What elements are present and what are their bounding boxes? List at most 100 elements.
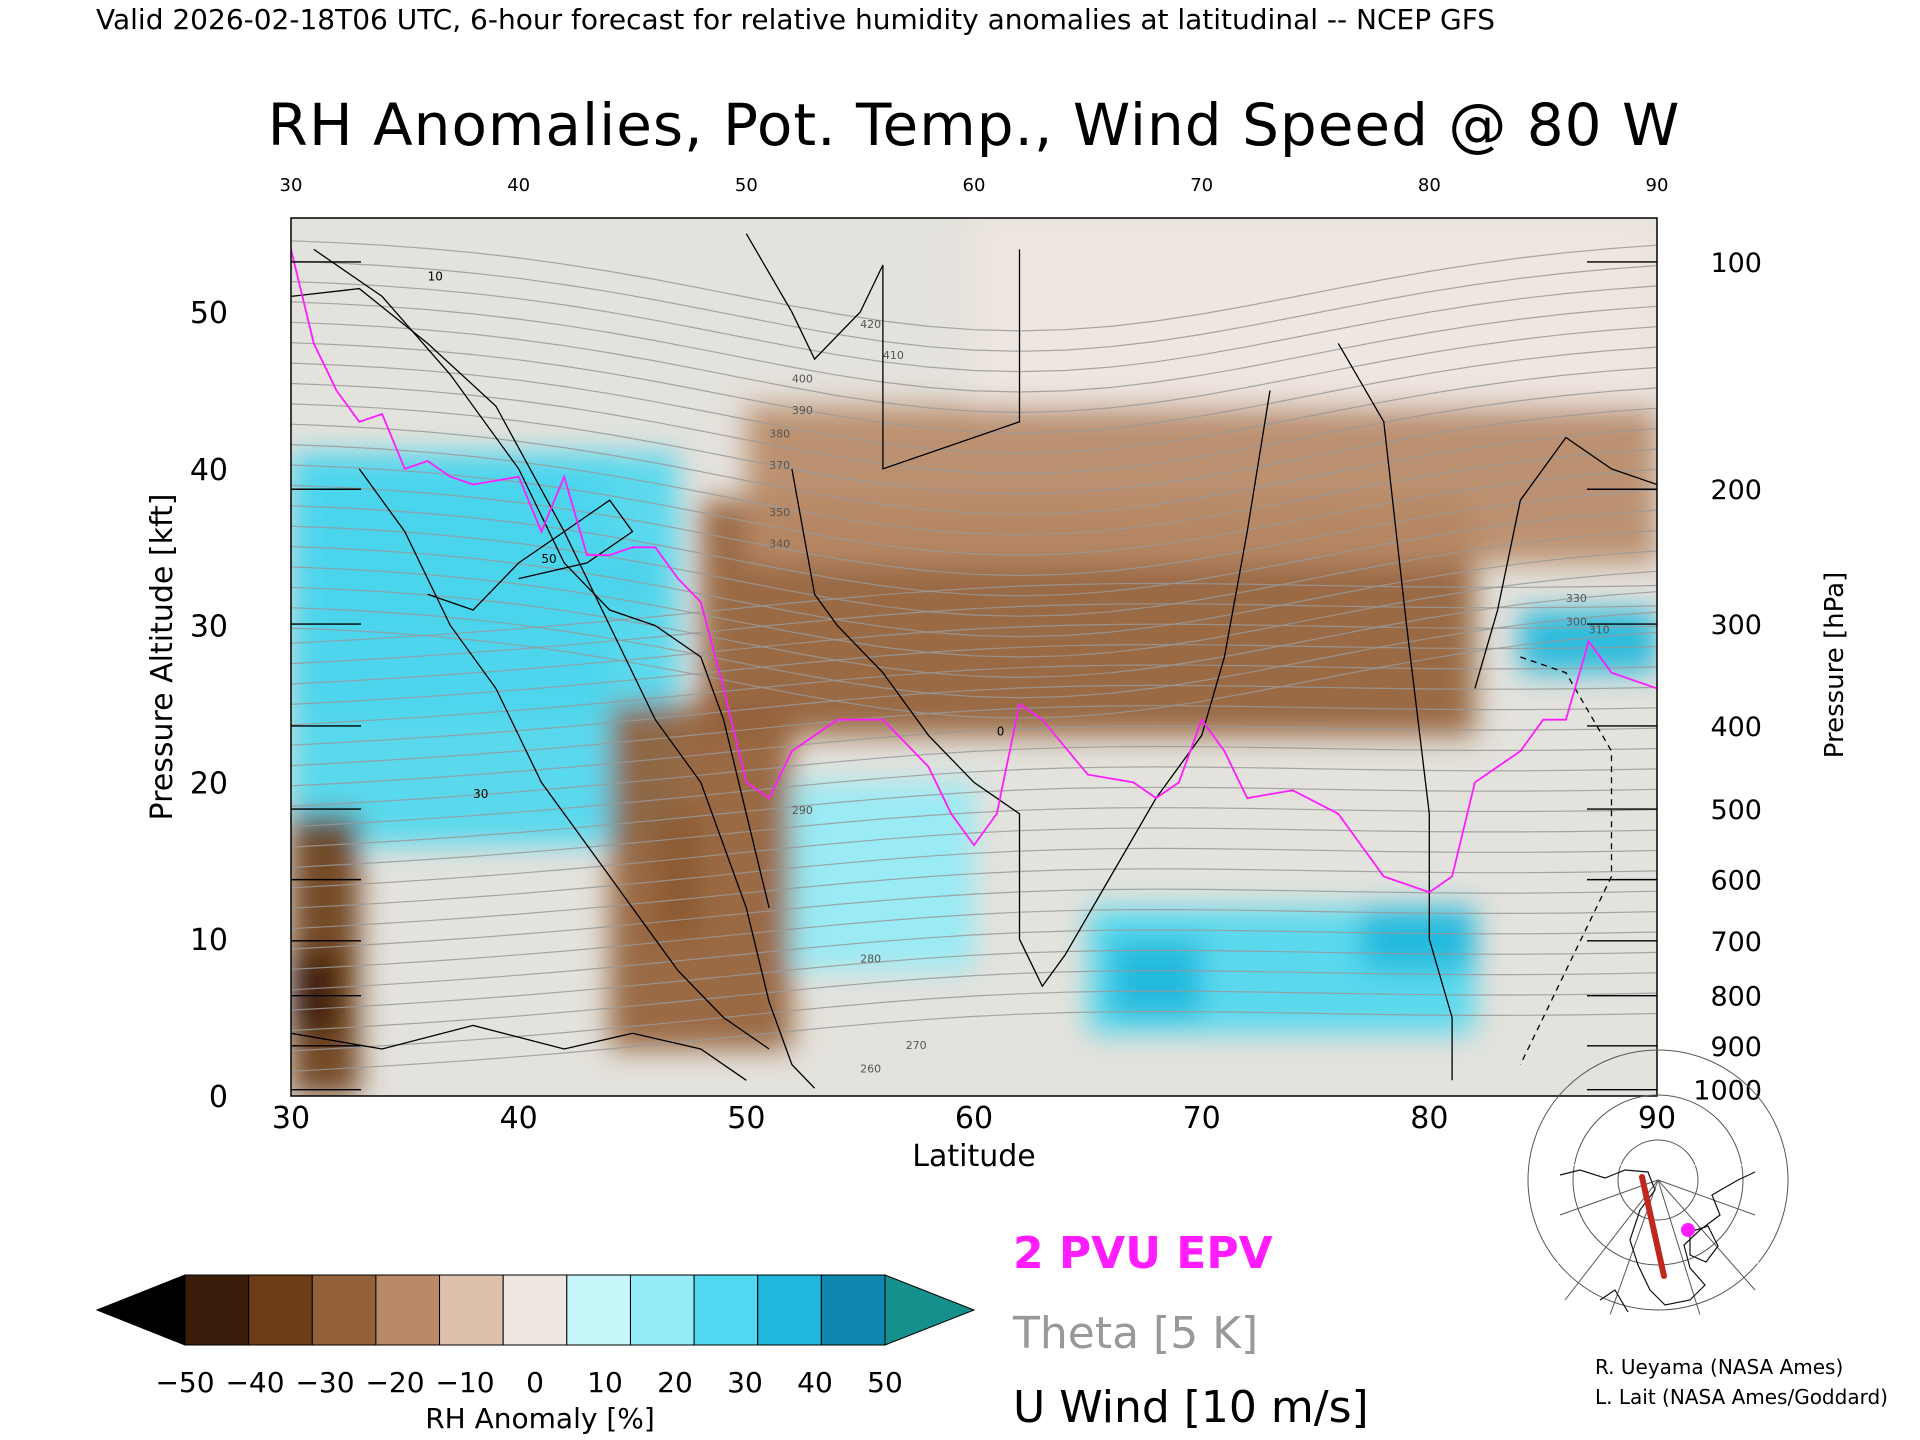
wind-label: 50	[541, 552, 556, 566]
rh-patch	[1110, 939, 1202, 1018]
x-axis-label: Latitude	[912, 1139, 1035, 1174]
colorbar-high-arrow	[884, 1274, 976, 1346]
theta-line	[291, 643, 1657, 705]
wind-line	[1474, 436, 1657, 689]
colorbar-swatch	[311, 1274, 377, 1346]
colorbar-tick-label: 10	[587, 1366, 623, 1399]
x-tick-label: 80	[1410, 1101, 1448, 1136]
theta-line	[291, 566, 1657, 658]
theta-label: 390	[792, 404, 813, 417]
location-marker	[1681, 1223, 1695, 1237]
colorbar-swatch	[566, 1274, 631, 1346]
theta-label: 380	[769, 428, 790, 441]
wind-line-dashed	[1519, 656, 1613, 1065]
pressure-tick-label: 1000	[1693, 1076, 1762, 1107]
colorbar-swatch	[439, 1274, 504, 1346]
theta-line	[291, 260, 1657, 352]
colorbar-swatch	[757, 1274, 822, 1346]
x-tick-label: 30	[272, 1101, 310, 1136]
wind-line	[427, 499, 634, 611]
wind-label: 30	[473, 787, 488, 801]
pressure-tick-label: 700	[1710, 927, 1762, 958]
y-tick-label: 30	[190, 610, 228, 645]
theta-line	[291, 725, 1657, 787]
y-tick-label: 10	[190, 923, 228, 958]
colorbar-tick-label: 50	[867, 1366, 903, 1399]
theta-line	[291, 342, 1657, 434]
x-tick-label: 60	[955, 1101, 993, 1136]
y-axis-label: Pressure Altitude [kft]	[145, 494, 180, 821]
colorbar-tick-label: −20	[365, 1366, 424, 1399]
theta-line	[291, 525, 1657, 617]
theta-line	[291, 1010, 1657, 1072]
colorbar-tick-label: 20	[657, 1366, 693, 1399]
colorbar-swatch	[375, 1274, 441, 1346]
theta-label: 330	[1566, 592, 1587, 605]
theta-label: 310	[1589, 623, 1610, 636]
theta-label: 370	[769, 459, 790, 472]
theta-label: 290	[792, 804, 813, 817]
rh-patch	[291, 813, 360, 1096]
pressure-tick-label: 200	[1710, 475, 1762, 506]
colorbar-tick-label: −30	[295, 1366, 354, 1399]
theta-label: 270	[906, 1039, 927, 1052]
colorbar-tick-label: 0	[526, 1366, 544, 1399]
y-tick-label: 20	[190, 766, 228, 801]
pressure-tick-label: 900	[1710, 1032, 1762, 1063]
theta-line	[291, 281, 1657, 373]
rh-patch	[1361, 907, 1475, 971]
theta-line	[291, 684, 1657, 746]
location-map-inset	[1527, 1049, 1789, 1316]
credit-line-1: R. Ueyama (NASA Ames)	[1595, 1355, 1843, 1379]
wind-line	[791, 390, 1271, 988]
theta-line	[291, 484, 1657, 577]
x-tick-label: 90	[1638, 1101, 1676, 1136]
credit-line-2: L. Lait (NASA Ames/Goddard)	[1595, 1385, 1888, 1409]
map-graticule	[1527, 1049, 1789, 1316]
theta-label: 350	[769, 506, 790, 519]
theta-line	[291, 444, 1657, 536]
theta-line	[291, 664, 1657, 726]
y-axis-right: 100 200 300 400 500 600 700 800 900 1000	[1693, 248, 1762, 1107]
y-tick-label: 0	[209, 1080, 228, 1115]
valid-time-header: Valid 2026-02-18T06 UTC, 6-hour forecast…	[96, 3, 1495, 36]
theta-line	[291, 627, 1657, 719]
x-axis-top: 30 40 50 60 70 80 90	[280, 175, 1669, 196]
theta-label: 410	[883, 349, 904, 362]
x-tick-label: 50	[727, 1101, 765, 1136]
theta-line	[291, 582, 1657, 644]
rh-patch	[791, 782, 974, 971]
pv-contour	[291, 249, 1657, 894]
x-tick-label: 70	[1183, 1101, 1221, 1136]
colorbar-swatch	[248, 1274, 313, 1346]
map-coastlines	[1559, 1169, 1756, 1313]
theta-label: 260	[860, 1062, 881, 1075]
x-top-tick-label: 40	[507, 175, 530, 196]
colorbar-tick-label: −10	[435, 1366, 494, 1399]
x-tick-label: 40	[500, 1101, 538, 1136]
y-tick-label: 50	[190, 296, 228, 331]
theta-line	[291, 403, 1657, 495]
theta-line	[291, 745, 1657, 807]
transect-line	[1639, 1174, 1667, 1279]
legend-wind: U Wind [10 m/s]	[1013, 1382, 1369, 1433]
theta-line	[291, 362, 1657, 454]
pressure-tick-label: 400	[1710, 712, 1762, 743]
rh-patch	[974, 218, 1657, 407]
plot-frame	[290, 217, 1658, 1097]
theta-label: 400	[792, 373, 813, 386]
theta-line	[291, 705, 1657, 767]
theta-contours: 4204104003903803703503403303103002902802…	[291, 240, 1657, 1075]
theta-line	[291, 240, 1657, 332]
colorbar-swatch	[629, 1274, 695, 1346]
y-tick-label: 40	[190, 453, 228, 488]
pv-2pvu-line	[291, 249, 1657, 894]
rh-colorbar: −50 −40 −30 −20 −10 0 10 20 30 40 50	[95, 1274, 976, 1399]
theta-line	[291, 949, 1657, 1011]
rh-patch	[291, 954, 337, 1034]
theta-line	[291, 623, 1657, 685]
y2-axis-label: Pressure [hPa]	[1820, 572, 1850, 759]
theta-line	[291, 423, 1657, 515]
